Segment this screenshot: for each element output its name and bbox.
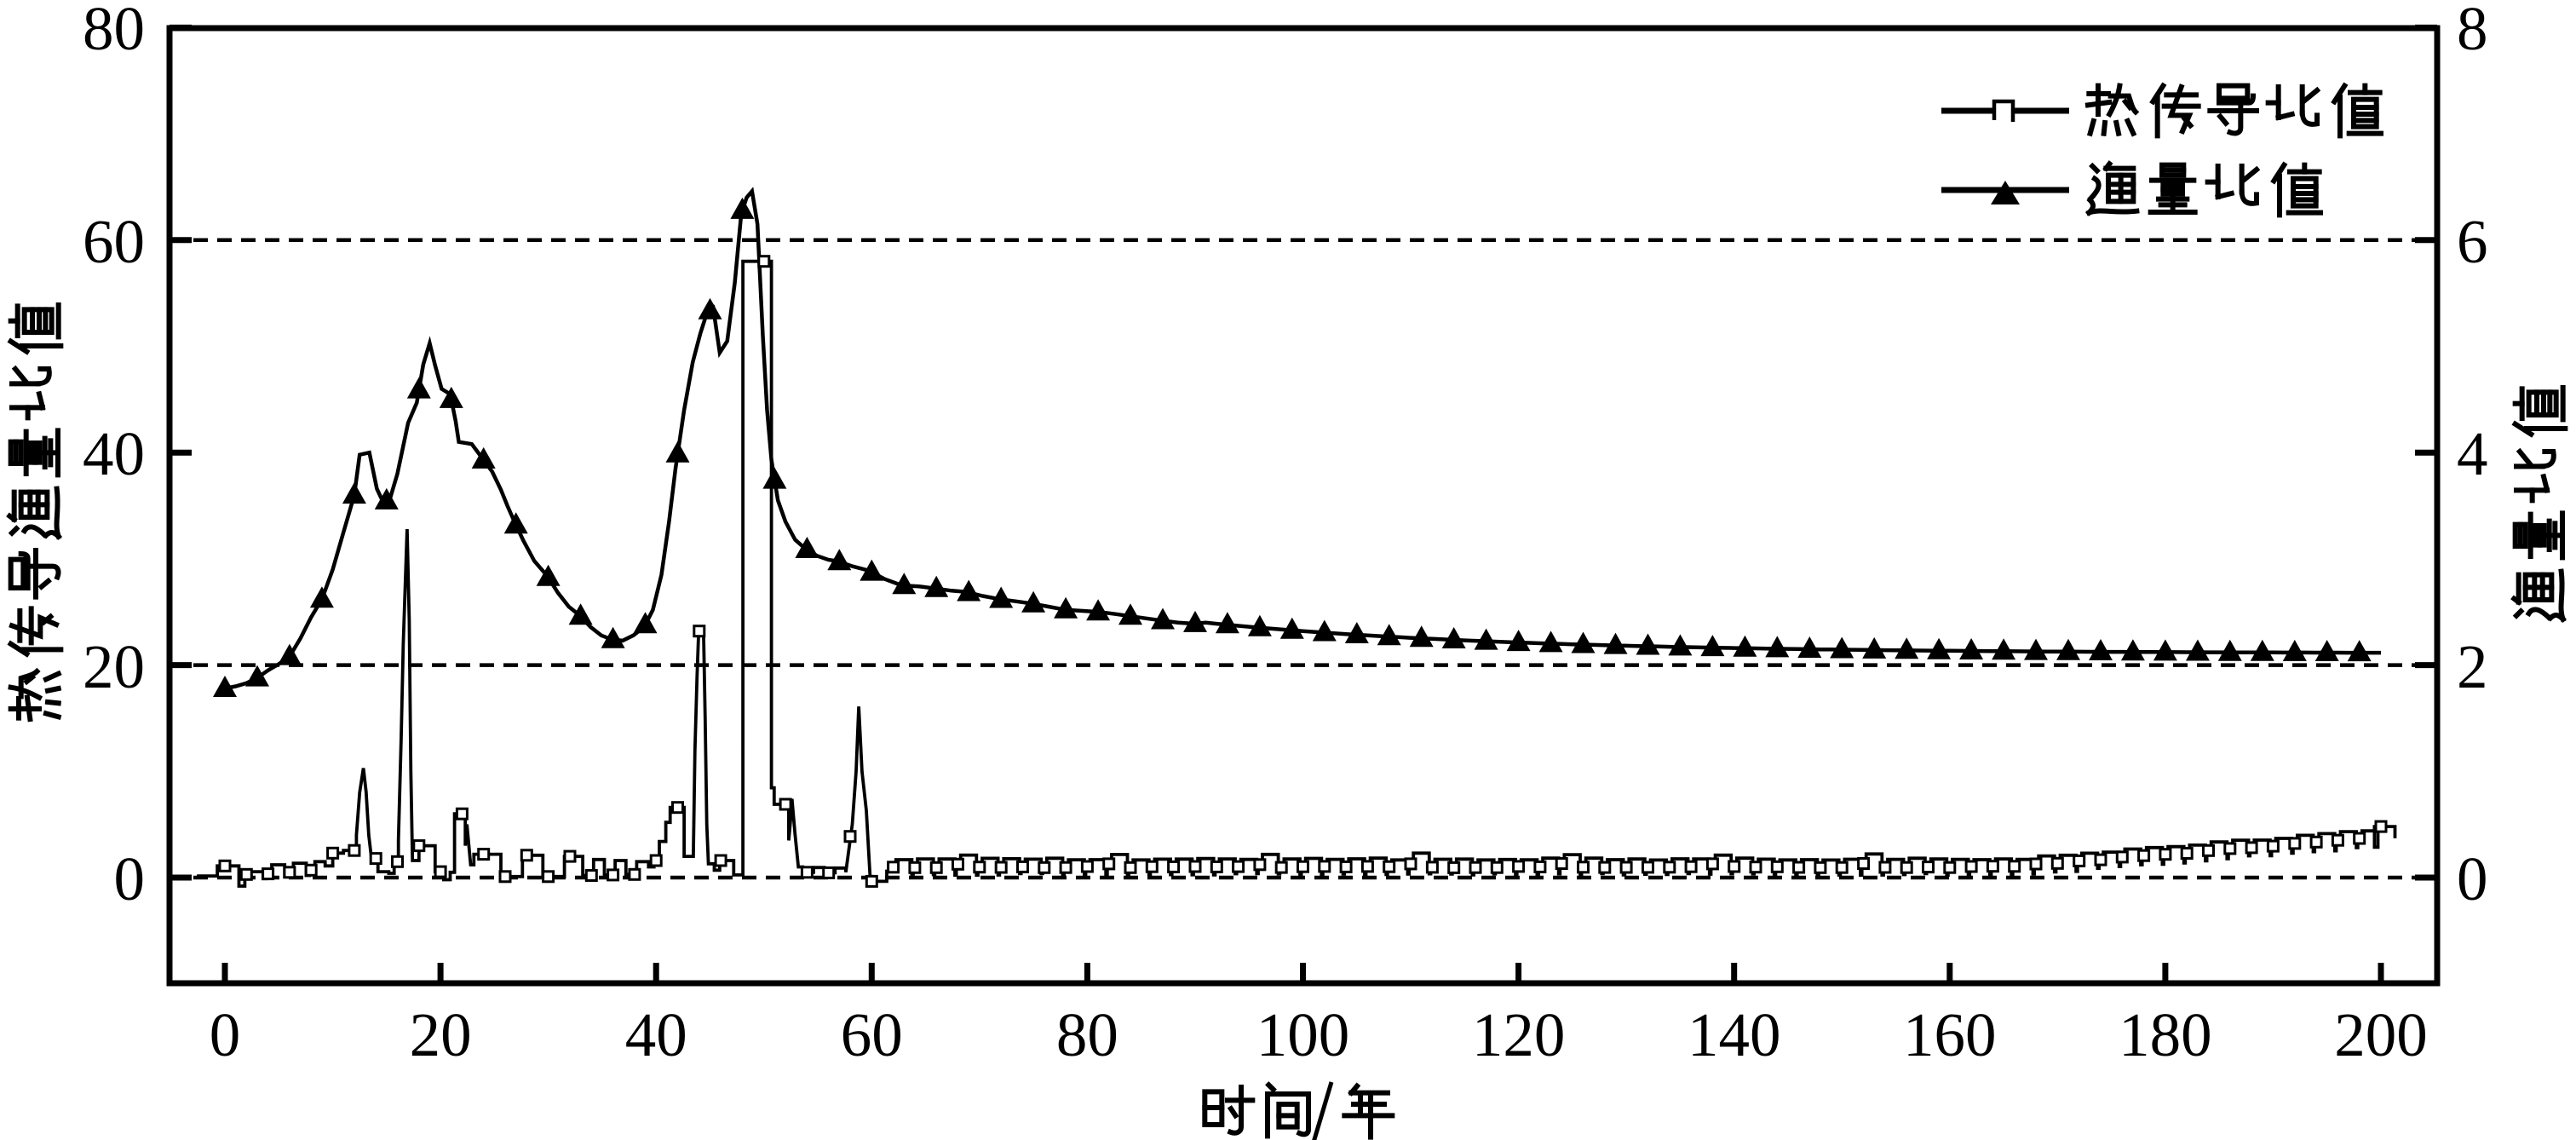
- svg-text:20: 20: [83, 632, 145, 701]
- svg-text:100: 100: [1256, 1000, 1350, 1069]
- svg-text:80: 80: [83, 0, 145, 63]
- svg-text:4: 4: [2457, 419, 2488, 488]
- svg-text:8: 8: [2457, 0, 2488, 63]
- svg-text:200: 200: [2334, 1000, 2428, 1069]
- svg-text:60: 60: [841, 1000, 903, 1069]
- svg-text:60: 60: [83, 207, 145, 276]
- svg-text:6: 6: [2457, 207, 2488, 276]
- svg-text:80: 80: [1056, 1000, 1118, 1069]
- svg-text:120: 120: [1472, 1000, 1566, 1069]
- svg-text:180: 180: [2119, 1000, 2212, 1069]
- svg-text:2: 2: [2457, 632, 2488, 701]
- svg-text:0: 0: [210, 1000, 241, 1069]
- svg-text:0: 0: [2457, 844, 2488, 913]
- svg-text:0: 0: [114, 844, 146, 913]
- svg-text:140: 140: [1688, 1000, 1781, 1069]
- svg-text:40: 40: [83, 419, 145, 488]
- svg-text:20: 20: [410, 1000, 472, 1069]
- svg-text:40: 40: [625, 1000, 687, 1069]
- svg-text:160: 160: [1903, 1000, 1997, 1069]
